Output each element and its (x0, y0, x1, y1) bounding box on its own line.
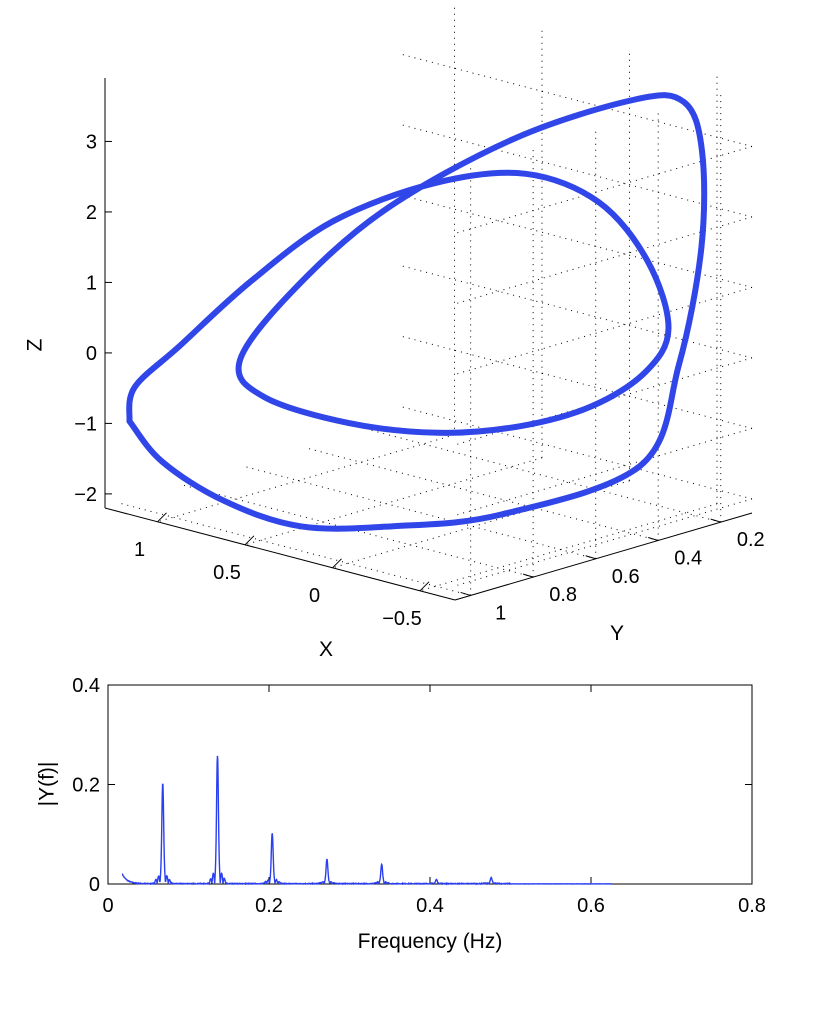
x-tick-label: 0.4 (416, 895, 444, 917)
grid-line (157, 434, 455, 523)
y-axis-label: Y (610, 622, 624, 645)
grid-line (454, 145, 753, 234)
grid-line (401, 124, 753, 218)
x-tick-label: 0.8 (738, 895, 766, 917)
grid-line (401, 194, 753, 288)
grid-line (401, 53, 753, 147)
x-tick-label: 1 (134, 539, 145, 561)
y-tick (710, 518, 721, 523)
z-tick-label: 2 (86, 202, 97, 224)
x-axis-line (104, 507, 456, 601)
grid-line (401, 406, 753, 500)
grid-line (370, 429, 721, 523)
z-axis-label: Z (24, 338, 47, 351)
y-tick-label: 0.6 (612, 566, 640, 588)
trajectory-line (126, 92, 708, 532)
x-tick-label: 0.2 (255, 895, 283, 917)
plot3d-axes (104, 78, 753, 601)
x-axis-label: X (319, 638, 333, 661)
y-tick (585, 555, 596, 560)
grid-line (454, 286, 753, 375)
x-tick-label: 0 (309, 585, 320, 607)
frequency-axis-label: Frequency (Hz) (358, 930, 503, 953)
z-tick-label: 0 (86, 343, 97, 365)
y-tick-label: 0.4 (72, 675, 100, 697)
grid-line (308, 447, 659, 541)
x-tick (244, 535, 255, 546)
y-tick-label: 0.8 (549, 584, 577, 606)
y-tick-label: 1 (495, 602, 506, 624)
z-tick-label: −2 (74, 484, 97, 506)
plot3d: 1 0.5 0 −0.5 0.2 0.4 0.6 0.8 1 3 2 1 0 −1 −2 Z X Y (24, 4, 765, 661)
plot2d: 0 0.2 0.4 0.6 0.8 0 0.2 0.4 Frequency (Hz) |Y(f… (36, 675, 766, 953)
plot3d-ticks: 1 0.5 0 −0.5 0.2 0.4 0.6 0.8 1 3 2 1 0 −1 −2 (74, 131, 764, 629)
spectrum-line (121, 755, 612, 886)
x-tick-label: 0.6 (577, 895, 605, 917)
y-tick-label: 0.2 (737, 529, 765, 551)
magnitude-axis-label: |Y(f)| (36, 762, 59, 807)
x-tick-label: −0.5 (382, 608, 421, 630)
y-tick-label: 0 (89, 874, 100, 896)
grid-line (454, 216, 753, 305)
x-tick-label: 0 (102, 895, 113, 917)
y-tick-label: 0.2 (72, 775, 100, 797)
x-tick (157, 512, 167, 523)
y-axis-line (454, 512, 753, 601)
y-tick (460, 591, 471, 596)
grid-line (245, 466, 596, 560)
grid-line (419, 503, 718, 592)
y-tick-label: 0.4 (674, 547, 702, 569)
grid-line (401, 265, 753, 359)
x-tick (332, 558, 342, 569)
y-tick (523, 573, 534, 578)
plot2d-ticks: 0 0.2 0.4 0.6 0.8 0 0.2 0.4 (72, 675, 766, 917)
x-tick-label: 0.5 (213, 562, 241, 584)
x-tick (419, 581, 430, 592)
z-tick-label: 1 (86, 272, 97, 294)
y-tick (648, 536, 659, 541)
grid-line (244, 457, 543, 546)
z-tick-label: 3 (86, 131, 97, 153)
grid-line (454, 427, 753, 516)
grid-line (120, 502, 471, 596)
z-tick-label: −1 (74, 413, 97, 435)
plot2d-frame (107, 684, 753, 885)
grid-line (401, 335, 753, 429)
